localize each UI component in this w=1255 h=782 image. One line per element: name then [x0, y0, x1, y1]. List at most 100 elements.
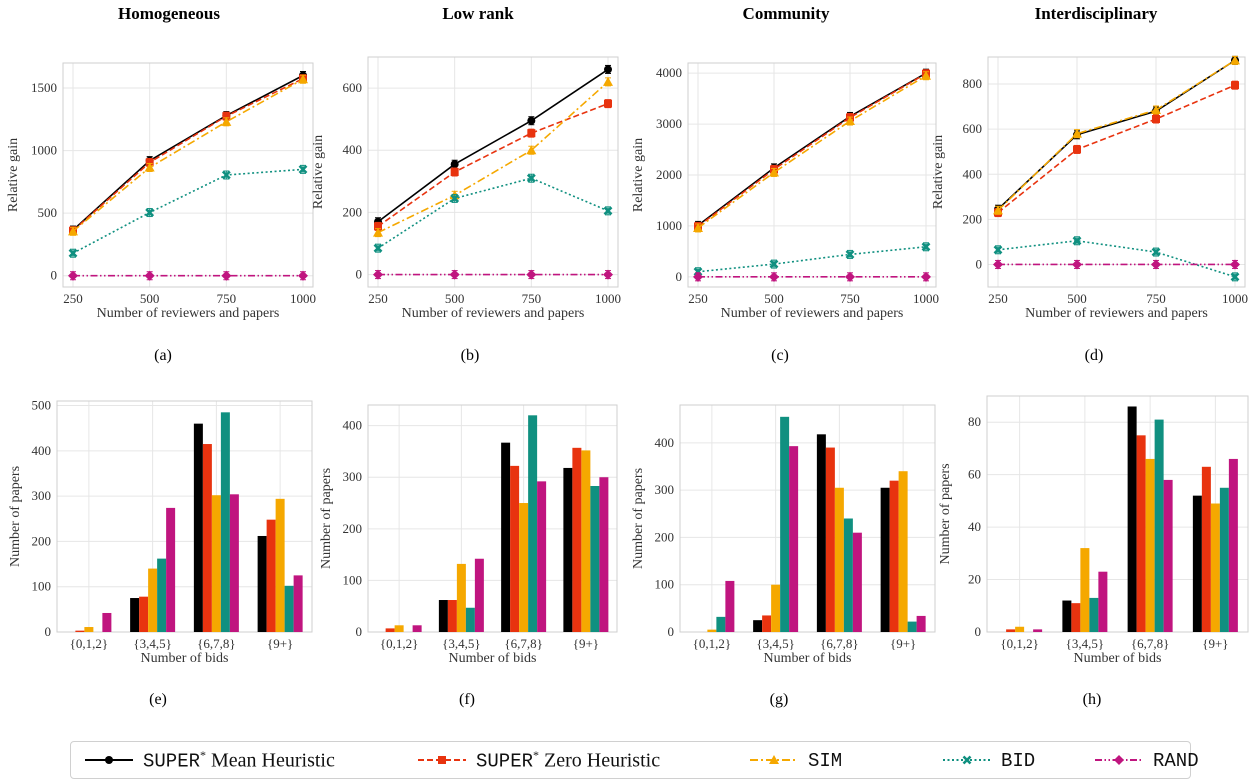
series-bid	[157, 412, 294, 632]
x-tick-label: 750	[840, 291, 860, 306]
series-rand	[725, 446, 926, 632]
data-point	[603, 269, 613, 280]
series-line	[72, 168, 304, 254]
x-tick-label: {0,1,2}	[1000, 636, 1038, 651]
chart-c: 0 1000 2000 3000 4000 250 500 750 1000 Number of …	[631, 62, 939, 321]
bar	[780, 416, 790, 632]
bar	[84, 627, 94, 632]
data-point	[845, 271, 855, 282]
chart-e: 0 100 200 300 400 500 {0,1,2} {3,4,5} {6,7,8} {9+…	[8, 398, 313, 666]
panel-label-a: (a)	[154, 347, 172, 364]
legend-swatch	[750, 755, 798, 764]
y-tick-label: 400	[963, 166, 983, 181]
figure: Homogeneous Low rank Community Interdisc…	[6, 4, 1249, 708]
x-axis-label: Number of reviewers and papers	[402, 306, 585, 321]
bar	[572, 447, 582, 632]
series-line	[72, 78, 304, 232]
series-super-zero	[762, 447, 899, 632]
bar	[843, 518, 853, 632]
panel-label-h: (h)	[1083, 691, 1102, 708]
y-tick-label: 1000	[31, 143, 57, 158]
bar	[725, 580, 735, 632]
y-tick-label: 0	[676, 269, 683, 284]
data-point	[1151, 259, 1161, 270]
legend-label: SUPER* Zero Heuristic	[476, 747, 661, 773]
series-rand	[102, 494, 303, 632]
plot-frame	[56, 400, 313, 633]
series-super-mean	[374, 64, 612, 227]
y-tick-label: 0	[976, 256, 983, 271]
bar	[707, 629, 717, 632]
data-point	[921, 271, 931, 282]
y-tick-label: 200	[963, 211, 983, 226]
x-tick-label: 500	[140, 291, 160, 306]
bar	[465, 607, 475, 632]
legend-swatch	[1095, 755, 1143, 765]
y-axis-label: Relative gain	[6, 138, 21, 212]
bar	[1033, 629, 1043, 632]
bar	[599, 477, 609, 632]
bar	[1201, 466, 1211, 632]
data-point	[604, 65, 612, 74]
series-bid	[68, 164, 308, 258]
data-point	[526, 269, 537, 280]
bar	[501, 442, 511, 632]
x-tick-label: 750	[1146, 291, 1166, 306]
y-axis-label: Relative gain	[631, 138, 646, 212]
x-tick-label: 500	[445, 291, 465, 306]
bar	[816, 434, 826, 632]
series-line	[72, 74, 304, 231]
y-tick-label: 300	[655, 482, 675, 497]
x-tick-label: {9+}	[267, 636, 293, 651]
data-point	[68, 226, 78, 236]
bar	[1006, 629, 1016, 632]
data-point	[769, 259, 779, 269]
x-tick-label: {9+}	[573, 636, 599, 651]
y-tick-label: 1500	[31, 80, 57, 95]
data-point	[1151, 104, 1161, 114]
series-line	[377, 68, 609, 223]
series-super-zero	[994, 80, 1239, 218]
data-point	[845, 249, 855, 259]
data-point	[1072, 259, 1082, 270]
y-axis-label: Number of papers	[631, 468, 646, 569]
chart-g: 0 100 200 300 400 {0,1,2} {3,4,5} {6,7,8} {9+} Nu…	[631, 404, 936, 666]
y-tick-label: 1000	[656, 218, 682, 233]
bar	[1210, 503, 1220, 632]
series-rand	[412, 477, 609, 632]
series-line	[997, 84, 1236, 214]
series-super-mean	[1062, 406, 1202, 632]
y-tick-label: 300	[32, 488, 52, 503]
bar	[257, 535, 267, 632]
bar	[907, 621, 917, 632]
data-point	[603, 76, 613, 86]
bar	[528, 415, 538, 632]
data-point	[221, 116, 232, 126]
panel-label-c: (c)	[771, 347, 789, 364]
bar	[563, 467, 573, 632]
data-point	[993, 259, 1003, 270]
legend-label: RAND	[1153, 749, 1199, 772]
series-sim	[707, 471, 908, 632]
series-sim	[693, 70, 931, 233]
legend-swatch	[943, 755, 991, 765]
bar	[590, 485, 600, 632]
bar	[1089, 597, 1099, 632]
data-point	[68, 248, 78, 258]
plot-frame	[367, 56, 619, 288]
y-tick-label: 0	[51, 268, 58, 283]
y-axis-label: Relative gain	[311, 135, 326, 209]
bar	[898, 471, 908, 632]
plot-frame	[679, 404, 936, 633]
y-tick-label: 40	[968, 519, 981, 534]
x-tick-label: {6,7,8}	[504, 636, 542, 651]
bar	[220, 412, 230, 632]
data-point	[693, 267, 703, 277]
data-point	[604, 99, 612, 108]
data-point	[145, 208, 155, 217]
bar	[880, 487, 890, 632]
series-line	[377, 102, 609, 228]
series-sim	[993, 55, 1240, 215]
y-tick-label: 100	[655, 577, 675, 592]
x-tick-label: 1000	[913, 291, 939, 306]
